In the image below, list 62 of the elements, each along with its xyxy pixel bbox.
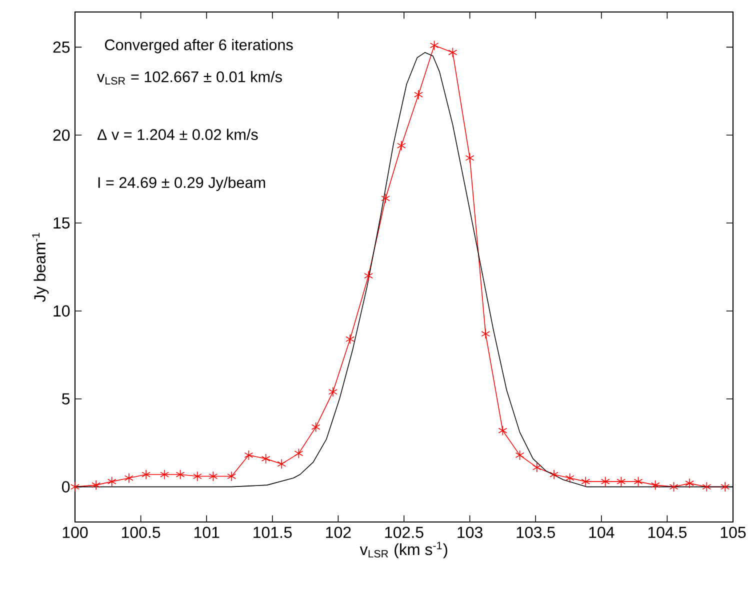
y-tick-label: 0 [62, 481, 70, 492]
point [565, 472, 574, 484]
point [396, 140, 406, 151]
point [208, 471, 218, 482]
point [685, 478, 694, 488]
point [227, 471, 236, 482]
point [192, 471, 202, 482]
y-tick-label: 20 [53, 129, 70, 141]
point [160, 469, 169, 480]
point [532, 462, 542, 473]
point [481, 328, 490, 339]
point [277, 458, 286, 470]
point [381, 193, 390, 204]
annotation: Converged after 6 iterations [105, 39, 293, 54]
point [634, 476, 643, 487]
x-tick-label: 100.5 [122, 526, 160, 538]
point [261, 454, 270, 464]
point [616, 476, 626, 487]
point [448, 47, 458, 58]
point [311, 422, 320, 432]
point [720, 482, 730, 492]
point [244, 450, 254, 460]
point [650, 480, 660, 490]
x-tick-label: 100 [62, 526, 88, 538]
x-tick-label: 101 [194, 526, 220, 538]
point [346, 334, 354, 344]
point [124, 472, 134, 484]
x-tick-label: 102 [326, 526, 351, 538]
point [176, 469, 185, 480]
x-tick-label: 101.5 [254, 526, 292, 538]
point [430, 40, 439, 50]
x-tick-label: 105 [720, 526, 746, 538]
point [702, 482, 712, 492]
x-tick-label: 102.5 [385, 526, 424, 538]
point [581, 476, 590, 487]
point [92, 480, 100, 490]
x-tick-label: 103.5 [516, 526, 555, 538]
y-axis-title: Jy beam$^{-1}$ [32, 232, 49, 302]
point [142, 469, 151, 480]
point [364, 270, 373, 281]
x-tick-label: 104 [589, 526, 614, 538]
y-tick-label: 10 [54, 305, 70, 317]
point [107, 476, 116, 487]
y-tick-label: 15 [54, 217, 70, 229]
y-tick-label: 25 [53, 42, 70, 53]
point [550, 469, 558, 480]
x-tick-label: 104.5 [648, 526, 687, 538]
annotation: v$_{LSR}$ = 102.667 ± 0.01 km/s [97, 70, 282, 85]
x-axis-title: v$_{LSR}$ (km s$^{-1}$) [360, 542, 448, 558]
point [70, 482, 80, 492]
y-tick-label: 5 [62, 393, 70, 404]
point [600, 476, 610, 487]
annotation: Δ v = 1.204 ± 0.02 km/s [97, 128, 258, 140]
x-tick-label: 103 [458, 526, 482, 538]
point [669, 482, 678, 492]
point [414, 90, 423, 100]
point [465, 152, 474, 164]
annotation: I = 24.69 ± 0.29 Jy/beam [98, 176, 266, 192]
point [498, 425, 508, 436]
point [328, 386, 338, 397]
point [515, 450, 524, 460]
point [294, 448, 304, 458]
